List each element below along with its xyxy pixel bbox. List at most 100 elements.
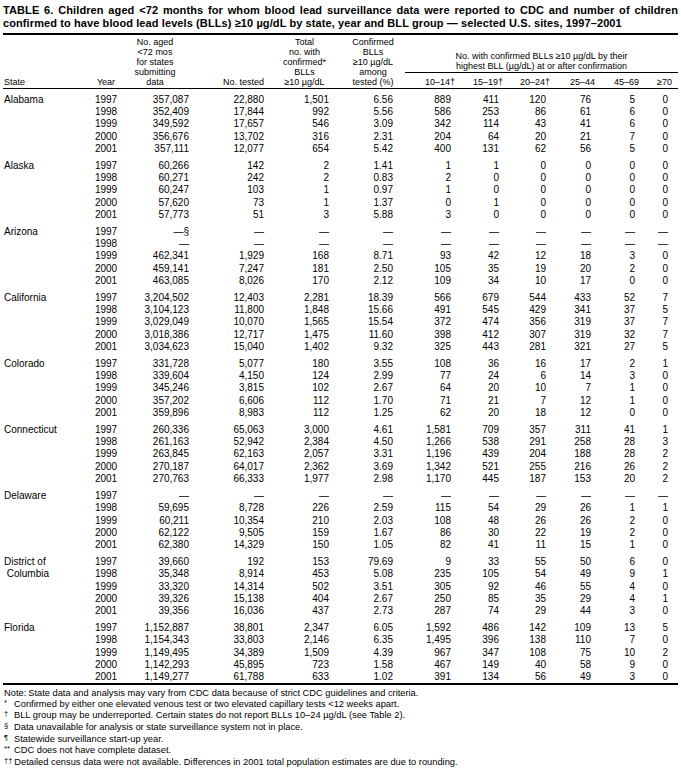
cell-state	[3, 118, 91, 130]
cell-bll-45-69: 0	[601, 155, 645, 172]
cell-bll-10-14: 1,196	[405, 448, 461, 460]
cell-year: 1999	[91, 118, 121, 130]
cell-no-tested: 8,026	[203, 275, 268, 287]
cell-bll-70plus: 0	[645, 634, 678, 646]
cell-total-confirmed: 633	[268, 671, 343, 684]
cell-bll-20-24: —	[509, 238, 556, 250]
cell-population: 1,152,887	[121, 617, 203, 634]
cell-total-confirmed: 150	[268, 539, 343, 551]
table-row: 200062,1229,5051591.678630221920	[3, 527, 678, 539]
table-body: Alabama1997357,08722,8801,5016.568894111…	[3, 89, 678, 685]
cell-bll-70plus: 0	[645, 106, 678, 118]
table-row: 19993,029,04910,0701,56515.5437247435631…	[3, 316, 678, 328]
cell-year: 1998	[91, 568, 121, 580]
cell-population: 349,592	[121, 118, 203, 130]
cell-total-confirmed: 102	[268, 382, 343, 394]
cell-state	[3, 647, 91, 659]
table-row: 2000459,1417,2471812.5010535192020	[3, 263, 678, 275]
cell-bll-10-14: 2	[405, 172, 461, 184]
footnote-line: ¶Statewide surveillance start-up year.	[4, 734, 678, 746]
cell-pct-confirmed: 2.03	[343, 515, 405, 527]
table-row: Arizona1997—§—————————	[3, 221, 678, 238]
cell-bll-20-24: —	[509, 221, 556, 238]
cell-bll-45-69: 5	[601, 143, 645, 155]
cell-bll-20-24: —	[509, 485, 556, 502]
cell-pct-confirmed: 2.67	[343, 382, 405, 394]
cell-bll-45-69: 0	[601, 172, 645, 184]
footnotes: Note:State data and analysis may vary fr…	[4, 688, 678, 768]
cell-total-confirmed: 226	[268, 502, 343, 514]
cell-state	[3, 197, 91, 209]
cell-year: 1998	[91, 634, 121, 646]
cell-bll-15-19: 0	[461, 209, 509, 221]
cell-bll-10-14: 566	[405, 287, 461, 304]
cell-state	[3, 436, 91, 448]
cell-bll-15-19: —	[461, 485, 509, 502]
cell-bll-10-14: 62	[405, 407, 461, 419]
footnote-line: Note:State data and analysis may vary fr…	[4, 688, 678, 699]
cell-pct-confirmed: 1.37	[343, 197, 405, 209]
cell-state	[3, 461, 91, 473]
cell-bll-10-14: 287	[405, 605, 461, 617]
cell-bll-70plus: 0	[645, 581, 678, 593]
cell-year: 2001	[91, 275, 121, 287]
footnote-marker: ††	[4, 756, 14, 767]
cell-bll-45-69: 1	[601, 539, 645, 551]
cell-pct-confirmed: 15.54	[343, 316, 405, 328]
cell-bll-20-24: 281	[509, 341, 556, 353]
cell-total-confirmed: 1,565	[268, 316, 343, 328]
cell-population: 3,034,623	[121, 341, 203, 353]
cell-bll-10-14: 1,342	[405, 461, 461, 473]
cell-bll-20-24: 55	[509, 551, 556, 568]
table-header: State Year No. aged <72 mos for states s…	[3, 34, 678, 89]
table-row: 2000356,67613,7023162.3120464202170	[3, 131, 678, 143]
cell-bll-25-44: 18	[556, 250, 601, 262]
cell-no-tested: 38,801	[203, 617, 268, 634]
cell-pct-confirmed: 6.05	[343, 617, 405, 634]
footnote-text: Detailed census data were not available.…	[14, 757, 678, 768]
table-row: 2001359,8968,9831121.256220181200	[3, 407, 678, 419]
cell-pct-confirmed: 15.66	[343, 304, 405, 316]
cell-pct-confirmed: 2.12	[343, 275, 405, 287]
cell-bll-15-19: 20	[461, 382, 509, 394]
cell-year: 2001	[91, 407, 121, 419]
cell-state	[3, 539, 91, 551]
cell-bll-25-44: 319	[556, 316, 601, 328]
table-row: Colorado1997331,7285,0771803.55108361617…	[3, 353, 678, 370]
cell-bll-15-19: 538	[461, 436, 509, 448]
cell-pct-confirmed: 6.56	[343, 89, 405, 107]
cell-bll-25-44: —	[556, 221, 601, 238]
cell-bll-15-19: 92	[461, 581, 509, 593]
table-row: 19983,104,12311,8001,84815.6649154542934…	[3, 304, 678, 316]
table-row: 1999349,59217,6575463.09342114434160	[3, 118, 678, 130]
cell-year: 2001	[91, 341, 121, 353]
cell-bll-15-19: 1	[461, 197, 509, 209]
cell-pct-confirmed: 5.88	[343, 209, 405, 221]
cell-total-confirmed: 159	[268, 527, 343, 539]
cell-bll-45-69: 3	[601, 370, 645, 382]
cell-state	[3, 473, 91, 485]
cell-state	[3, 370, 91, 382]
cell-bll-20-24: 43	[509, 118, 556, 130]
cell-pct-confirmed: 2.73	[343, 605, 405, 617]
cell-bll-20-24: 0	[509, 209, 556, 221]
cell-no-tested: 12,403	[203, 287, 268, 304]
cell-bll-45-69: 1	[601, 382, 645, 394]
cell-bll-45-69: 26	[601, 461, 645, 473]
cell-bll-45-69: 0	[601, 184, 645, 196]
cell-state	[3, 634, 91, 646]
cell-bll-15-19: 411	[461, 89, 509, 107]
cell-bll-20-24: 0	[509, 197, 556, 209]
cell-year: 1998	[91, 106, 121, 118]
cell-state	[3, 382, 91, 394]
table-row: Connecticut1997260,33665,0633,0004.611,5…	[3, 419, 678, 436]
cell-bll-15-19: —	[461, 238, 509, 250]
table-row: 2001357,11112,0776545.42400131625650	[3, 143, 678, 155]
cell-bll-25-44: 109	[556, 617, 601, 634]
cell-state	[3, 502, 91, 514]
cell-bll-25-44: —	[556, 485, 601, 502]
cell-bll-45-69: 5	[601, 89, 645, 107]
cell-bll-15-19: 486	[461, 617, 509, 634]
cell-year: 2000	[91, 329, 121, 341]
cell-bll-15-19: 0	[461, 172, 509, 184]
